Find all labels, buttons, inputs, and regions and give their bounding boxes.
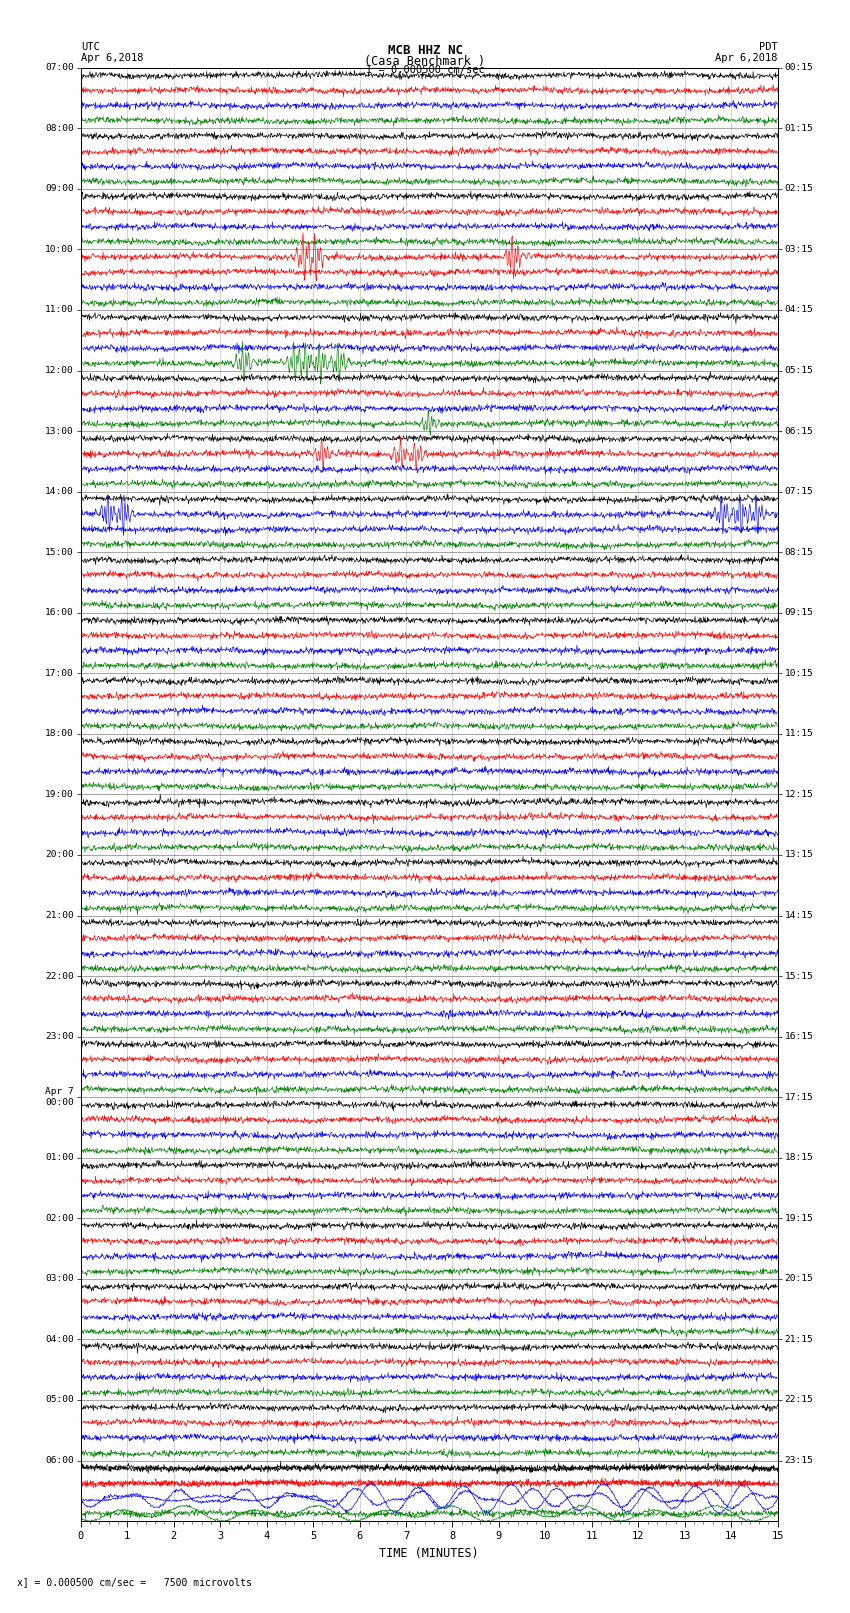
X-axis label: TIME (MINUTES): TIME (MINUTES) <box>379 1547 479 1560</box>
Text: Apr 6,2018: Apr 6,2018 <box>715 53 778 63</box>
Text: I = 0.000500 cm/sec: I = 0.000500 cm/sec <box>366 65 484 74</box>
Text: Apr 6,2018: Apr 6,2018 <box>81 53 144 63</box>
Text: UTC: UTC <box>81 42 99 52</box>
Text: (Casa Benchmark ): (Casa Benchmark ) <box>365 55 485 68</box>
Text: MCB HHZ NC: MCB HHZ NC <box>388 44 462 58</box>
Text: PDT: PDT <box>759 42 778 52</box>
Text: x] = 0.000500 cm/sec =   7500 microvolts: x] = 0.000500 cm/sec = 7500 microvolts <box>17 1578 252 1587</box>
